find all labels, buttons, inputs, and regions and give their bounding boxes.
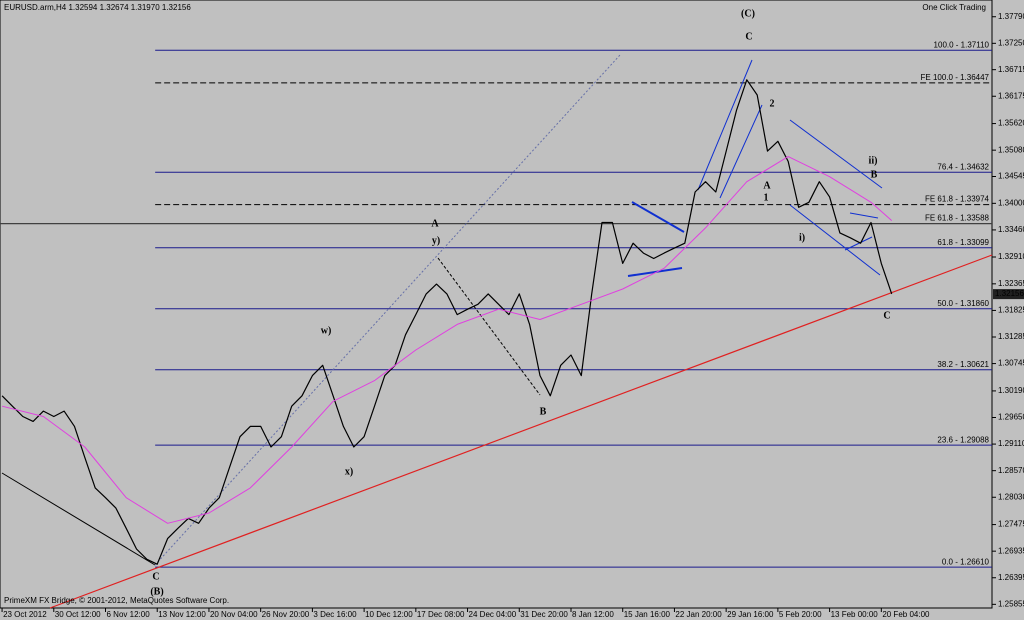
- y-tick-label: 1.27475: [998, 520, 1024, 529]
- fib-label: FE 100.0 - 1.36447: [921, 73, 990, 82]
- y-tick-label: 1.28030: [998, 492, 1024, 501]
- trendline: [1, 472, 156, 566]
- symbol-header: EURUSD.arm,H4 1.32594 1.32674 1.31970 1.…: [4, 3, 191, 12]
- channel-line: [789, 119, 883, 189]
- x-tick-label: 24 Dec 04:00: [469, 610, 517, 619]
- y-tick-label: 1.37790: [998, 12, 1024, 21]
- drawings: [1, 54, 993, 609]
- fib-label: 38.2 - 1.30621: [937, 360, 989, 369]
- y-tick-label: 1.35620: [998, 119, 1024, 128]
- x-tick-label: 26 Nov 20:00: [262, 610, 310, 619]
- current-price-label: 1.32156: [995, 289, 1024, 298]
- wave-label: (C): [741, 8, 755, 19]
- x-tick-label: 29 Jan 16:00: [727, 610, 774, 619]
- x-tick-label: 13 Feb 00:00: [831, 610, 879, 619]
- wave-label: (B): [150, 586, 163, 597]
- wave-label: C: [152, 571, 159, 582]
- x-tick-label: 31 Dec 20:00: [520, 610, 568, 619]
- wedge-line: [627, 267, 683, 277]
- x-tick-label: 5 Feb 20:00: [779, 610, 822, 619]
- fib-label: 23.6 - 1.29088: [937, 435, 989, 444]
- channel-line: [789, 204, 881, 276]
- y-tick-label: 1.31825: [998, 306, 1024, 315]
- fib-label: 61.8 - 1.33099: [937, 238, 989, 247]
- x-tick-label: 20 Nov 04:00: [210, 610, 258, 619]
- y-tick-label: 1.26395: [998, 573, 1024, 582]
- y-tick-label: 1.29110: [998, 439, 1024, 448]
- fib-label: 76.4 - 1.34632: [937, 162, 989, 171]
- triangle-line: [849, 212, 879, 219]
- plot-frame: [0, 0, 993, 609]
- wave-label: 2: [770, 98, 775, 109]
- y-tick-label: 1.26935: [998, 546, 1024, 555]
- fib-levels: 100.0 - 1.37110 FE 100.0 - 1.36447 76.4 - …: [0, 40, 992, 568]
- fib-label: 50.0 - 1.31860: [937, 299, 989, 308]
- fib-label: 0.0 - 1.26610: [942, 557, 990, 566]
- y-tick-label: 1.33460: [998, 225, 1024, 234]
- y-tick-label: 1.32365: [998, 279, 1024, 288]
- one-click-trading[interactable]: One Click Trading: [922, 3, 986, 12]
- wave-label: A: [763, 180, 771, 191]
- channel-line: [697, 59, 753, 191]
- channel-line: [719, 104, 763, 199]
- y-tick-label: 1.31285: [998, 332, 1024, 341]
- fib-label: FE 61.8 - 1.33588: [925, 214, 990, 223]
- wave-label: 1: [764, 192, 769, 203]
- wave-label: C: [883, 310, 890, 321]
- wave-label: ii): [869, 155, 878, 166]
- wave-label: C: [745, 31, 752, 42]
- wave-label: B: [540, 406, 547, 417]
- series: [1, 79, 893, 565]
- y-tick-label: 1.34000: [998, 198, 1024, 207]
- x-tick-label: 17 Dec 08:00: [417, 610, 465, 619]
- copyright: PrimeXM FX Bridge, © 2001-2012, MetaQuot…: [4, 596, 229, 605]
- x-tick-label: 20 Feb 04:00: [882, 610, 930, 619]
- y-tick-label: 1.28570: [998, 466, 1024, 475]
- price-line: [1, 79, 893, 565]
- y-tick-label: 1.32910: [998, 252, 1024, 261]
- y-tick-label: 1.34545: [998, 172, 1024, 181]
- trendline: [437, 257, 541, 396]
- wedge-line: [631, 201, 685, 233]
- y-tick-label: 1.30190: [998, 386, 1024, 395]
- wave-label: B: [871, 169, 878, 180]
- fib-label: FE 61.8 - 1.33974: [925, 195, 990, 204]
- x-tick-label: 3 Dec 16:00: [313, 610, 357, 619]
- x-tick-label: 22 Jan 20:00: [675, 610, 722, 619]
- y-tick-label: 1.36175: [998, 91, 1024, 100]
- current-price-box: [993, 289, 1024, 300]
- fib-label: 100.0 - 1.37110: [934, 40, 990, 49]
- wave-label: w): [321, 325, 332, 336]
- x-tick-label: 23 Oct 2012: [3, 610, 47, 619]
- wave-labels: (C) C A y) w) x) B C (B) A 2 1 i) ii) B …: [150, 8, 890, 597]
- wave-label: x): [345, 466, 353, 477]
- x-tick-label: 10 Dec 12:00: [365, 610, 413, 619]
- wave-label: i): [799, 232, 805, 243]
- x-tick-label: 13 Nov 12:00: [158, 610, 206, 619]
- x-tick-label: 15 Jan 16:00: [624, 610, 671, 619]
- x-tick-label: 30 Oct 12:00: [55, 610, 101, 619]
- y-tick-label: 1.30745: [998, 359, 1024, 368]
- moving-average: [1, 156, 893, 524]
- x-tick-label: 6 Nov 12:00: [107, 610, 151, 619]
- trendline: [154, 54, 621, 566]
- axes: 1.37790 1.37250 1.36715 1.36175 1.35620 1.350…: [1, 12, 1024, 619]
- x-tick-label: 8 Jan 12:00: [572, 610, 614, 619]
- y-tick-label: 1.29650: [998, 413, 1024, 422]
- triangle-line: [844, 236, 873, 251]
- y-tick-label: 1.25855: [998, 599, 1024, 608]
- wave-label: y): [432, 235, 440, 246]
- trendline: [49, 254, 993, 609]
- y-tick-label: 1.37250: [998, 38, 1024, 47]
- y-tick-label: 1.36715: [998, 65, 1024, 74]
- wave-label: A: [431, 218, 439, 229]
- y-tick-label: 1.35080: [998, 145, 1024, 154]
